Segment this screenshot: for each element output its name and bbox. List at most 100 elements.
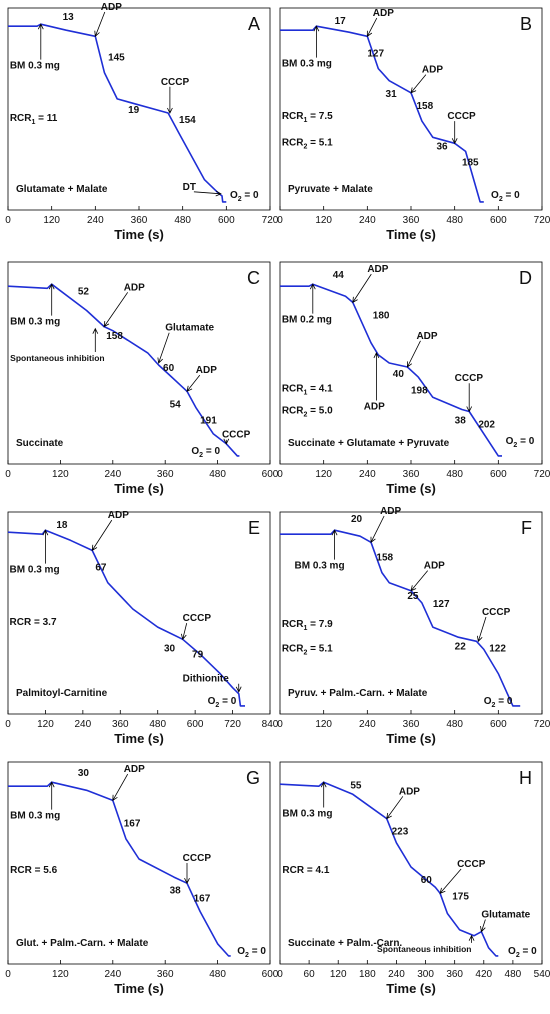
- panel-f-annotation: BM 0.3 mg: [295, 561, 345, 572]
- panel-e-xtick-label: 360: [112, 719, 129, 730]
- panel-a-arrow: [94, 11, 106, 38]
- panel-f-annotation: 20: [351, 514, 363, 525]
- panel-h-xtick-label: 420: [475, 969, 492, 980]
- panel-e-annotation: 79: [192, 649, 204, 660]
- panel-b-xtick-label: 240: [359, 215, 376, 226]
- panel-b-trace: [280, 25, 484, 203]
- panel-e-annotation: 30: [164, 643, 176, 654]
- panel-g-xtick-label: 360: [157, 969, 174, 980]
- panel-a-annotation: 145: [108, 53, 125, 64]
- panel-b-annotation: ADP: [373, 8, 394, 19]
- panel-d: 0 120 240 360 480 600 720 Time (s) D Succinate + …: [277, 261, 550, 496]
- panel-c-xtick-label: 360: [157, 469, 174, 480]
- panel-h-xtick-label: 480: [505, 969, 522, 980]
- panel-b-xtick-label: 0: [277, 215, 283, 226]
- panel-f-trace: [280, 529, 521, 707]
- panel-g-annotation: BM 0.3 mg: [10, 811, 60, 822]
- panel-f-xtick-label: 480: [446, 719, 463, 730]
- panel-h-annotation: 223: [392, 827, 409, 838]
- panel-h-xtick-label: 180: [359, 969, 376, 980]
- panel-a-xtick-label: 0: [5, 215, 11, 226]
- panel-c-letter: C: [247, 268, 260, 288]
- panel-d-annotation: 40: [393, 369, 405, 380]
- panel-e-xlabel: Time (s): [114, 731, 164, 746]
- panel-b-annotation: CCCP: [447, 111, 476, 122]
- panel-b-annotation: BM 0.3 mg: [282, 59, 332, 70]
- panel-a-annotation: 19: [128, 105, 140, 116]
- panel-f-arrow: [477, 616, 487, 643]
- panel-c-annotation: 54: [170, 399, 182, 410]
- panel-g-annotation: 167: [124, 819, 141, 830]
- panel-h-xtick-label: 120: [330, 969, 347, 980]
- panel-f-xtick-label: 120: [315, 719, 332, 730]
- panel-d-annotation: 44: [333, 270, 345, 281]
- panel-b-xtick-label: 480: [446, 215, 463, 226]
- panel-a-xtick-label: 600: [218, 215, 235, 226]
- panel-d-xtick-label: 360: [403, 469, 420, 480]
- panel-b-arrow: [410, 74, 427, 94]
- panel-h-xtick-label: 0: [277, 969, 283, 980]
- panel-h-frame: [279, 761, 543, 965]
- panel-d-arrow: [309, 283, 316, 314]
- panel-h-annotation: 175: [452, 891, 469, 902]
- panel-e-annotation: ADP: [108, 510, 129, 521]
- panel-c-annotation: Glutamate: [165, 323, 214, 334]
- panel-e-arrow: [91, 519, 113, 552]
- panel-g-xtick-label: 120: [52, 969, 69, 980]
- panel-b-annotation: 127: [367, 48, 384, 59]
- panel-d-arrow: [407, 340, 421, 368]
- panel-h-xtick-label: 60: [304, 969, 316, 980]
- panel-h-arrow: [468, 934, 475, 943]
- panel-d-annotation: 198: [411, 385, 428, 396]
- panel-f-annotation: 22: [455, 641, 467, 652]
- panel-b-annotation: 31: [386, 89, 398, 100]
- panel-h-arrow: [439, 868, 462, 894]
- panel-g-xtick-label: 600: [262, 969, 279, 980]
- panel-b-annotation: O2 = 0: [491, 190, 520, 203]
- panel-e-xtick-label: 840: [262, 719, 279, 730]
- panel-d-xtick-label: 240: [359, 469, 376, 480]
- panel-a-arrow: [193, 190, 222, 197]
- panel-g-arrow: [184, 863, 190, 885]
- panel-c-annotation: ADP: [124, 282, 145, 293]
- panel-b-annotation: 158: [416, 101, 433, 112]
- panel-b-xtick-label: 360: [403, 215, 420, 226]
- panel-b-annotation: RCR1 = 7.5: [282, 111, 333, 124]
- panel-f-xtick-label: 240: [359, 719, 376, 730]
- panel-d-letter: D: [519, 268, 532, 288]
- panel-b-xlabel: Time (s): [386, 227, 436, 242]
- panel-b-annotation: 185: [462, 158, 479, 169]
- panel-h-xtick-label: 540: [534, 969, 550, 980]
- panel-d-xtick-label: 120: [315, 469, 332, 480]
- panel-f-annotation: 25: [407, 591, 419, 602]
- panel-d-annotation: 38: [455, 416, 467, 427]
- panel-e-xtick-label: 0: [5, 719, 11, 730]
- panel-b-arrow: [451, 121, 458, 145]
- panel-c-xtick-label: 240: [104, 469, 121, 480]
- panel-d-xtick-label: 480: [446, 469, 463, 480]
- panel-a-xtick-label: 720: [262, 215, 279, 226]
- panel-g-arrow: [48, 781, 55, 810]
- panel-d-annotation: 180: [373, 311, 390, 322]
- panel-b-arrow: [313, 25, 320, 58]
- panel-g-arrow: [112, 773, 129, 802]
- panel-e-arrow: [235, 683, 242, 693]
- panel-e-annotation: CCCP: [183, 613, 212, 624]
- panel-h-arrow: [480, 919, 486, 933]
- panel-d-arrow: [466, 383, 473, 413]
- panel-d-xtick-label: 600: [490, 469, 507, 480]
- panel-d-xtick-label: 0: [277, 469, 283, 480]
- panel-f-arrow: [410, 570, 429, 592]
- panel-d-condition: Succinate + Glutamate + Pyruvate: [288, 438, 450, 449]
- panel-a-arrow: [167, 86, 173, 114]
- panel-e-xtick-label: 480: [149, 719, 166, 730]
- panel-c-arrow: [223, 438, 230, 445]
- panel-e-xtick-label: 120: [37, 719, 54, 730]
- panel-e-xtick-label: 720: [224, 719, 241, 730]
- panel-c-condition: Succinate: [16, 438, 64, 449]
- panel-a-xtick-label: 360: [131, 215, 148, 226]
- panel-g-xlabel: Time (s): [114, 981, 164, 996]
- panel-c-arrow: [186, 374, 201, 393]
- panel-d-annotation: ADP: [367, 264, 388, 275]
- panel-h-annotation: O2 = 0: [508, 946, 537, 959]
